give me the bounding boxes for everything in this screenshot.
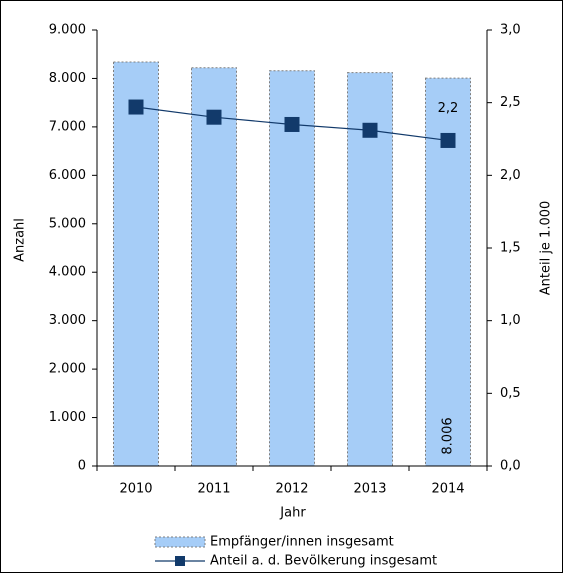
y-tick-label: 1.000 — [49, 410, 86, 425]
y-tick-label: 6.000 — [49, 168, 86, 183]
bar — [347, 72, 393, 467]
legend-label: Empfänger/innen insgesamt — [210, 535, 394, 550]
legend-label: Anteil a. d. Bevölkerung insgesamt — [210, 554, 437, 569]
y-tick-label: 2.000 — [49, 362, 86, 377]
y-tick-label: 7.000 — [49, 119, 86, 134]
y2-tick-label: 0,5 — [500, 386, 521, 401]
bar — [113, 61, 159, 467]
y-axis-title: Anzahl — [13, 218, 28, 262]
x-tick-label: 2012 — [275, 482, 308, 497]
line-marker — [206, 109, 222, 125]
line-marker — [362, 122, 378, 138]
legend-swatch — [154, 536, 206, 548]
y2-axis-title: Anteil je 1.000 — [539, 201, 554, 296]
bar-value-label: 8.006 — [441, 417, 456, 454]
line-marker — [128, 99, 144, 115]
bar — [269, 70, 315, 467]
y-tick-label: 4.000 — [49, 265, 86, 280]
line-value-label: 2,2 — [438, 101, 459, 116]
line-marker — [440, 132, 456, 148]
y2-tick-label: 2,5 — [500, 95, 521, 110]
y-tick-label: 8.000 — [49, 71, 86, 86]
y2-tick-label: 2,0 — [500, 168, 521, 183]
y-tick-label: 3.000 — [49, 313, 86, 328]
legend-marker — [175, 556, 185, 566]
y2-tick-label: 1,0 — [500, 313, 521, 328]
y2-tick-label: 3,0 — [500, 23, 521, 38]
bar — [191, 67, 237, 467]
y-tick-label: 0 — [78, 459, 86, 474]
x-tick-label: 2013 — [353, 482, 386, 497]
x-tick-label: 2010 — [119, 482, 152, 497]
y-tick-label: 5.000 — [49, 216, 86, 231]
line-marker — [284, 116, 300, 132]
y2-tick-label: 1,5 — [500, 241, 521, 256]
y2-tick-label: 0,0 — [500, 459, 521, 474]
x-tick-label: 2011 — [197, 482, 230, 497]
y-tick-label: 9.000 — [49, 23, 86, 38]
x-tick-label: 2014 — [431, 482, 464, 497]
x-axis-title: Jahr — [279, 506, 306, 521]
